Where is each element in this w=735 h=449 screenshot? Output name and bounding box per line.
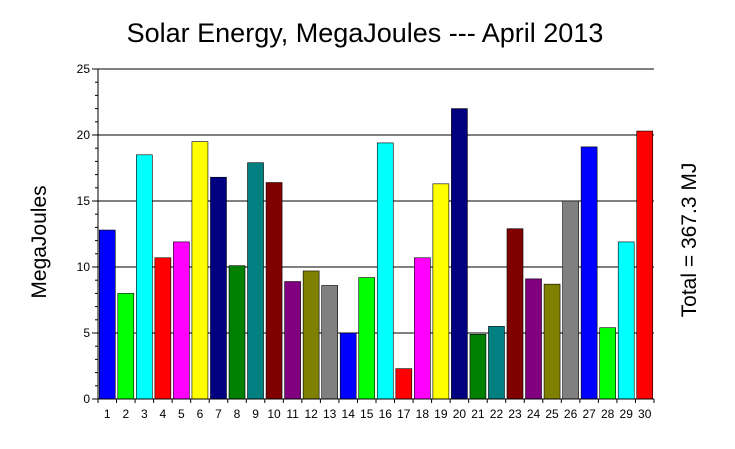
x-tick-label: 22 [490, 407, 504, 421]
x-tick-label: 1 [104, 407, 111, 421]
bar [636, 130, 654, 400]
bar [358, 277, 376, 400]
x-tick-label: 23 [508, 407, 522, 421]
x-tick-label: 9 [252, 407, 259, 421]
bar [136, 154, 153, 400]
y-tick-label: 5 [83, 326, 90, 340]
bar [451, 108, 468, 400]
bar [210, 176, 227, 400]
x-tick-label: 18 [416, 407, 430, 421]
y-tick-label: 20 [77, 128, 91, 142]
x-tick-label: 17 [397, 407, 411, 421]
x-tick-label: 8 [234, 407, 241, 421]
grid-lines [98, 68, 654, 334]
bar [580, 146, 598, 400]
bar [432, 183, 450, 400]
x-tick-label: 11 [286, 407, 299, 421]
bar [395, 368, 413, 400]
bar [117, 293, 135, 400]
y-tick-labels: 0 5 10 15 20 25 [77, 62, 91, 406]
x-tick-label: 6 [197, 407, 204, 421]
bar [414, 257, 431, 400]
bar [562, 200, 579, 400]
x-tick-label: 26 [564, 407, 578, 421]
x-tick-label: 25 [545, 407, 559, 421]
y-tick-label: 10 [77, 260, 91, 274]
bar [599, 327, 616, 400]
x-tick-label: 20 [453, 407, 467, 421]
x-tick-label: 14 [342, 407, 356, 421]
bar [376, 142, 394, 400]
bar [617, 241, 635, 400]
x-tick-label: 2 [122, 407, 129, 421]
x-tick-labels: 1 2 3 4 5 6 7 8 9 10 11 12 13 14 15 16 17 18 19 20 21 22 23 24 2… [104, 407, 652, 421]
bar [228, 265, 246, 400]
chart-title: Solar Energy, MegaJoules --- April 2013 [127, 18, 604, 48]
x-tick-label: 13 [323, 407, 337, 421]
bar [302, 270, 320, 400]
bar [98, 229, 116, 400]
x-tick-label: 10 [267, 407, 281, 421]
bar [173, 241, 190, 400]
x-tick-label: 30 [638, 407, 652, 421]
x-tick-label: 4 [160, 407, 167, 421]
y-tick-label: 15 [77, 194, 91, 208]
y-axis-label: MegaJoules [28, 185, 51, 298]
bar [154, 257, 172, 400]
x-tick-label: 16 [379, 407, 393, 421]
bar [525, 278, 542, 400]
total-label: Total = 367.3 MJ [678, 163, 701, 318]
x-tick-label: 29 [620, 407, 634, 421]
y-tick-label: 25 [77, 62, 91, 76]
x-tick-label: 7 [215, 407, 222, 421]
bar [488, 326, 505, 400]
x-tick-label: 3 [141, 407, 148, 421]
bar [265, 182, 283, 400]
bar [284, 281, 301, 400]
x-tick-label: 19 [434, 407, 448, 421]
bars [98, 108, 654, 400]
bar [506, 228, 524, 400]
bar [469, 334, 487, 400]
axes [92, 68, 655, 403]
bar [321, 285, 338, 400]
x-tick-label: 27 [582, 407, 596, 421]
x-tick-label: 24 [527, 407, 541, 421]
bar [339, 332, 357, 400]
y-tick-label: 0 [83, 392, 90, 406]
bar [543, 283, 561, 400]
bar [191, 141, 209, 400]
x-tick-label: 28 [601, 407, 615, 421]
x-tick-label: 15 [360, 407, 374, 421]
x-tick-label: 12 [304, 407, 318, 421]
x-tick-label: 21 [471, 407, 485, 421]
x-tick-label: 5 [178, 407, 185, 421]
bar [247, 162, 264, 400]
